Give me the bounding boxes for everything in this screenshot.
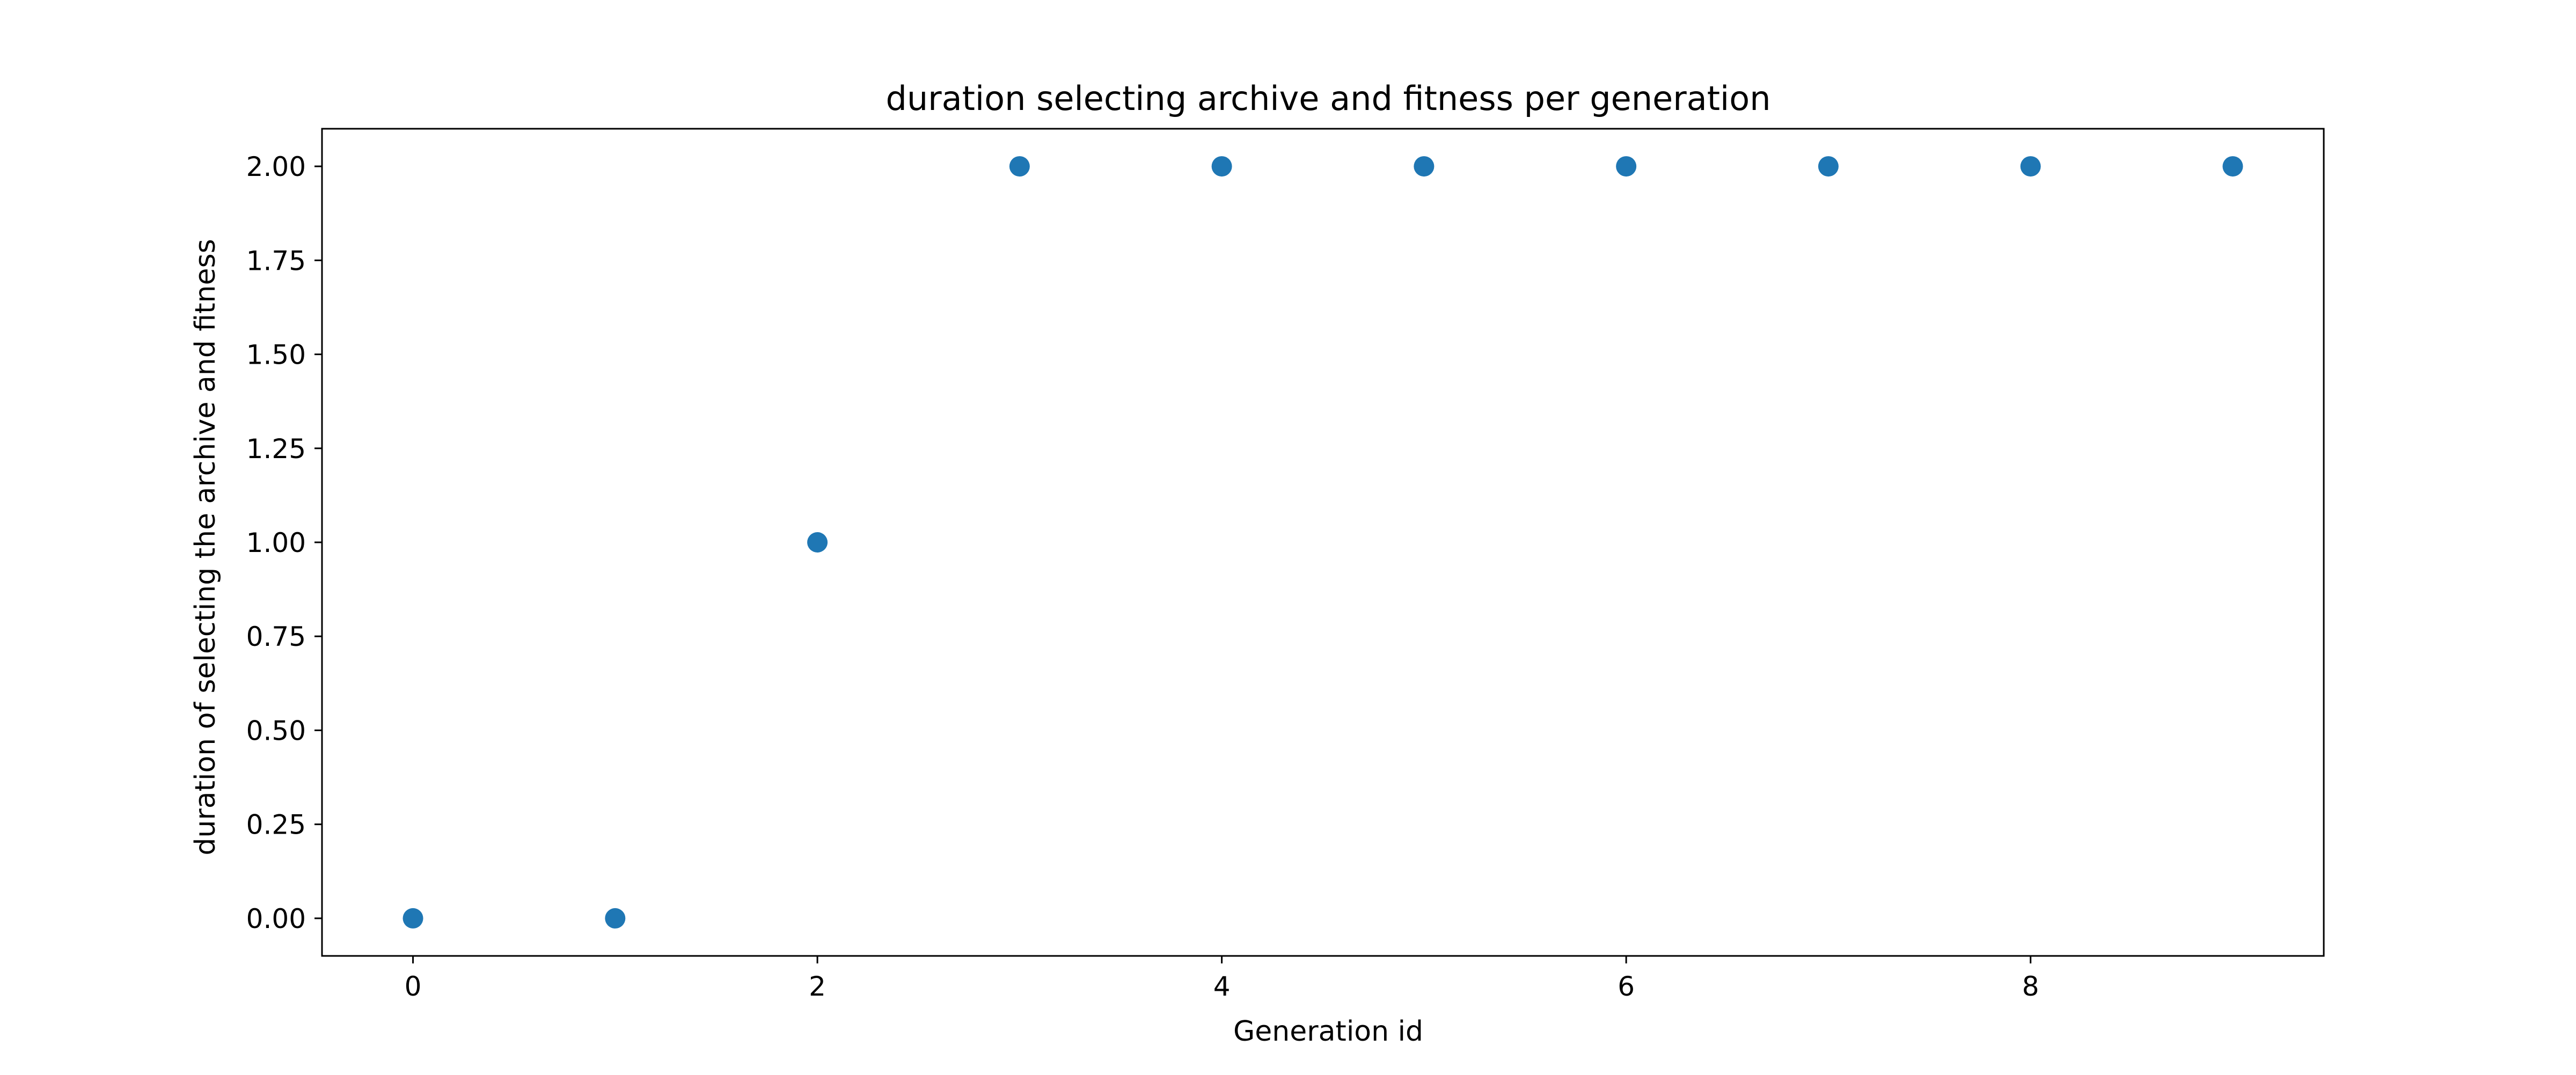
data-point xyxy=(1414,156,1435,177)
x-tick-label: 4 xyxy=(1213,971,1231,1002)
data-point xyxy=(402,908,423,929)
x-tick-label: 8 xyxy=(2022,971,2039,1002)
y-axis-label: duration of selecting the archive and fi… xyxy=(189,239,222,855)
y-tick-label: 0.50 xyxy=(246,715,306,746)
y-tick-label: 1.00 xyxy=(246,527,306,558)
y-tick-label: 0.00 xyxy=(246,903,306,934)
data-point xyxy=(1211,156,1232,177)
y-tick-label: 1.25 xyxy=(246,433,306,465)
data-point xyxy=(1616,156,1637,177)
data-point xyxy=(2020,156,2041,177)
data-point xyxy=(1009,156,1030,177)
y-tick-label: 2.00 xyxy=(246,151,306,182)
data-point xyxy=(2222,156,2243,177)
y-tick-label: 0.25 xyxy=(246,809,306,841)
x-tick-label: 6 xyxy=(1618,971,1635,1002)
x-tick-label: 0 xyxy=(405,971,422,1002)
x-tick-label: 2 xyxy=(809,971,826,1002)
data-point xyxy=(807,532,828,553)
y-tick-label: 0.75 xyxy=(246,621,306,652)
y-tick-label: 1.50 xyxy=(246,340,306,371)
plot-area: 0 2 4 6 8 0.00 0.25 0.50 0.75 1.00 1.25 1.50 1.75 2.0… xyxy=(246,128,2325,1002)
data-point xyxy=(1818,156,1839,177)
y-tick-label: 1.75 xyxy=(246,245,306,276)
chart-title: duration selecting archive and fitness p… xyxy=(885,79,1770,118)
x-axis-label: Generation id xyxy=(1233,1015,1423,1048)
data-point xyxy=(605,908,626,929)
